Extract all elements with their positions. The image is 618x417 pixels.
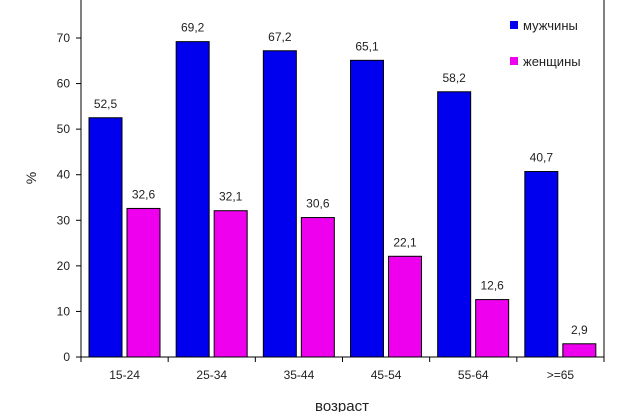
bar-men [524, 171, 559, 358]
legend-label-men: мужчины [523, 18, 578, 33]
bar-value-label: 58,2 [442, 71, 466, 85]
bar-value-label: 67,2 [268, 30, 292, 44]
y-tick-label: 60 [57, 77, 71, 91]
x-tick-label: 25-34 [196, 368, 227, 382]
bar-men [175, 41, 210, 358]
bar-value-label: 30,6 [306, 197, 330, 211]
y-axis-title: % [23, 172, 39, 184]
y-tick-label: 70 [57, 31, 71, 45]
bar-men [437, 91, 472, 358]
x-tick-label: 45-54 [371, 368, 402, 382]
y-tick-label: 20 [57, 259, 71, 273]
bar-women [562, 343, 597, 358]
y-tick-label: 0 [63, 350, 70, 364]
y-tick-label: 30 [57, 213, 71, 227]
y-tick-label: 40 [57, 168, 71, 182]
bar-value-label: 32,1 [219, 190, 243, 204]
bar-women [475, 299, 510, 358]
bar-value-label: 69,2 [181, 21, 205, 35]
bar-value-label: 52,5 [94, 97, 118, 111]
x-tick-label: 35-44 [284, 368, 315, 382]
bars-group [88, 41, 597, 358]
legend-label-women: женщины [523, 54, 581, 69]
bar-value-label: 32,6 [132, 187, 156, 201]
bar-value-label: 2,9 [571, 323, 588, 337]
bar-value-label: 65,1 [355, 39, 379, 53]
bar-women [126, 207, 161, 358]
bar-women [213, 210, 248, 358]
y-tick-label: 50 [57, 122, 71, 136]
bar-men [262, 50, 297, 358]
x-axis-title: возраст [315, 398, 369, 412]
bar-women [388, 255, 422, 358]
bar-value-label: 12,6 [480, 279, 504, 293]
bar-value-labels: 52,5 69,2 67,2 65,1 58,2 40,7 32,6 32,1 30,6 22,1… [94, 21, 588, 337]
y-tick-label: 10 [57, 304, 71, 318]
bar-value-label: 40,7 [530, 151, 554, 165]
bar-value-label: 22,1 [393, 235, 417, 249]
bar-men [88, 117, 123, 358]
x-axis-ticks: 15-24 25-34 35-44 45-54 55-64 >=65 [80, 357, 605, 382]
y-axis-ticks: 0 10 20 30 40 50 60 70 [57, 31, 81, 364]
x-tick-label: >=65 [547, 368, 575, 382]
legend: мужчины женщины [510, 18, 581, 69]
x-tick-label: 55-64 [458, 368, 489, 382]
legend-swatch-women [510, 57, 518, 65]
legend-swatch-men [510, 21, 518, 29]
bar-women [300, 217, 335, 358]
bar-men [350, 59, 384, 358]
x-tick-label: 15-24 [109, 368, 140, 382]
